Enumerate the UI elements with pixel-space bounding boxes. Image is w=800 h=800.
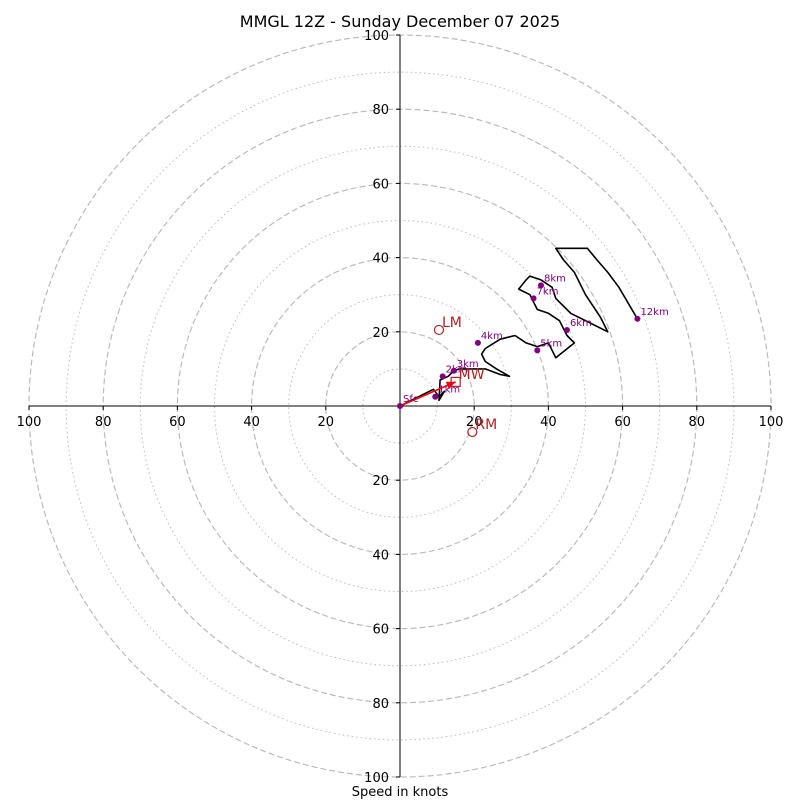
height-label: 5km [540, 338, 562, 349]
x-tick-label: 60 [614, 415, 631, 430]
tick-labels: 100 80 60 40 20 20 40 60 80 100 100 80 60 40 20 20 40 60 8… [17, 29, 784, 786]
y-tick-label: 20 [372, 474, 389, 489]
x-tick-label: 80 [95, 415, 112, 430]
storm-motion-label: RM [475, 417, 497, 433]
chart-title: MMGL 12Z - Sunday December 07 2025 [240, 12, 560, 31]
x-tick-label: 100 [17, 415, 42, 430]
height-point [474, 339, 481, 346]
storm-motion-marker [450, 376, 461, 387]
height-point [450, 367, 457, 374]
y-tick-label: 60 [372, 623, 389, 638]
y-tick-label: 40 [372, 252, 389, 267]
x-tick-label: 40 [540, 415, 557, 430]
height-label: 6km [570, 318, 592, 329]
height-points: Sfc1km2km3km4km5km6km7km8km12km [397, 273, 669, 409]
height-point [432, 393, 439, 400]
height-label: 7km [537, 286, 559, 297]
x-tick-label: 100 [759, 415, 784, 430]
height-label: 4km [481, 331, 503, 342]
storm-motion-marker [433, 324, 445, 336]
height-point [439, 373, 446, 380]
storm-motion-marker [467, 426, 478, 438]
y-tick-label: 100 [364, 29, 389, 44]
height-point [530, 295, 537, 302]
storm-motion-label: MW [459, 367, 485, 383]
y-tick-label: 80 [372, 103, 389, 118]
y-tick-label: 40 [372, 548, 389, 563]
height-point [563, 326, 570, 333]
height-label: 12km [640, 307, 668, 318]
height-point [537, 282, 544, 289]
height-label: 8km [544, 273, 566, 284]
x-tick-label: 60 [169, 415, 186, 430]
storm-motion-markers: LM MW RM [433, 315, 497, 438]
x-axis-label: Speed in knots [352, 785, 449, 800]
y-tick-label: 100 [364, 771, 389, 786]
x-tick-label: 20 [466, 415, 483, 430]
height-point [534, 347, 541, 354]
x-tick-label: 80 [689, 415, 706, 430]
x-tick-label: 40 [243, 415, 260, 430]
y-tick-label: 60 [372, 177, 389, 192]
y-tick-label: 20 [372, 326, 389, 341]
storm-motion-label: LM [442, 315, 462, 331]
shear-arrow-shaft [399, 381, 456, 407]
y-tick-label: 80 [372, 697, 389, 712]
height-point [634, 315, 641, 322]
height-label: Sfc [403, 394, 418, 405]
x-tick-label: 20 [318, 415, 335, 430]
height-label: 3km [457, 359, 479, 370]
height-label: 1km [438, 385, 460, 396]
height-point [397, 403, 403, 409]
